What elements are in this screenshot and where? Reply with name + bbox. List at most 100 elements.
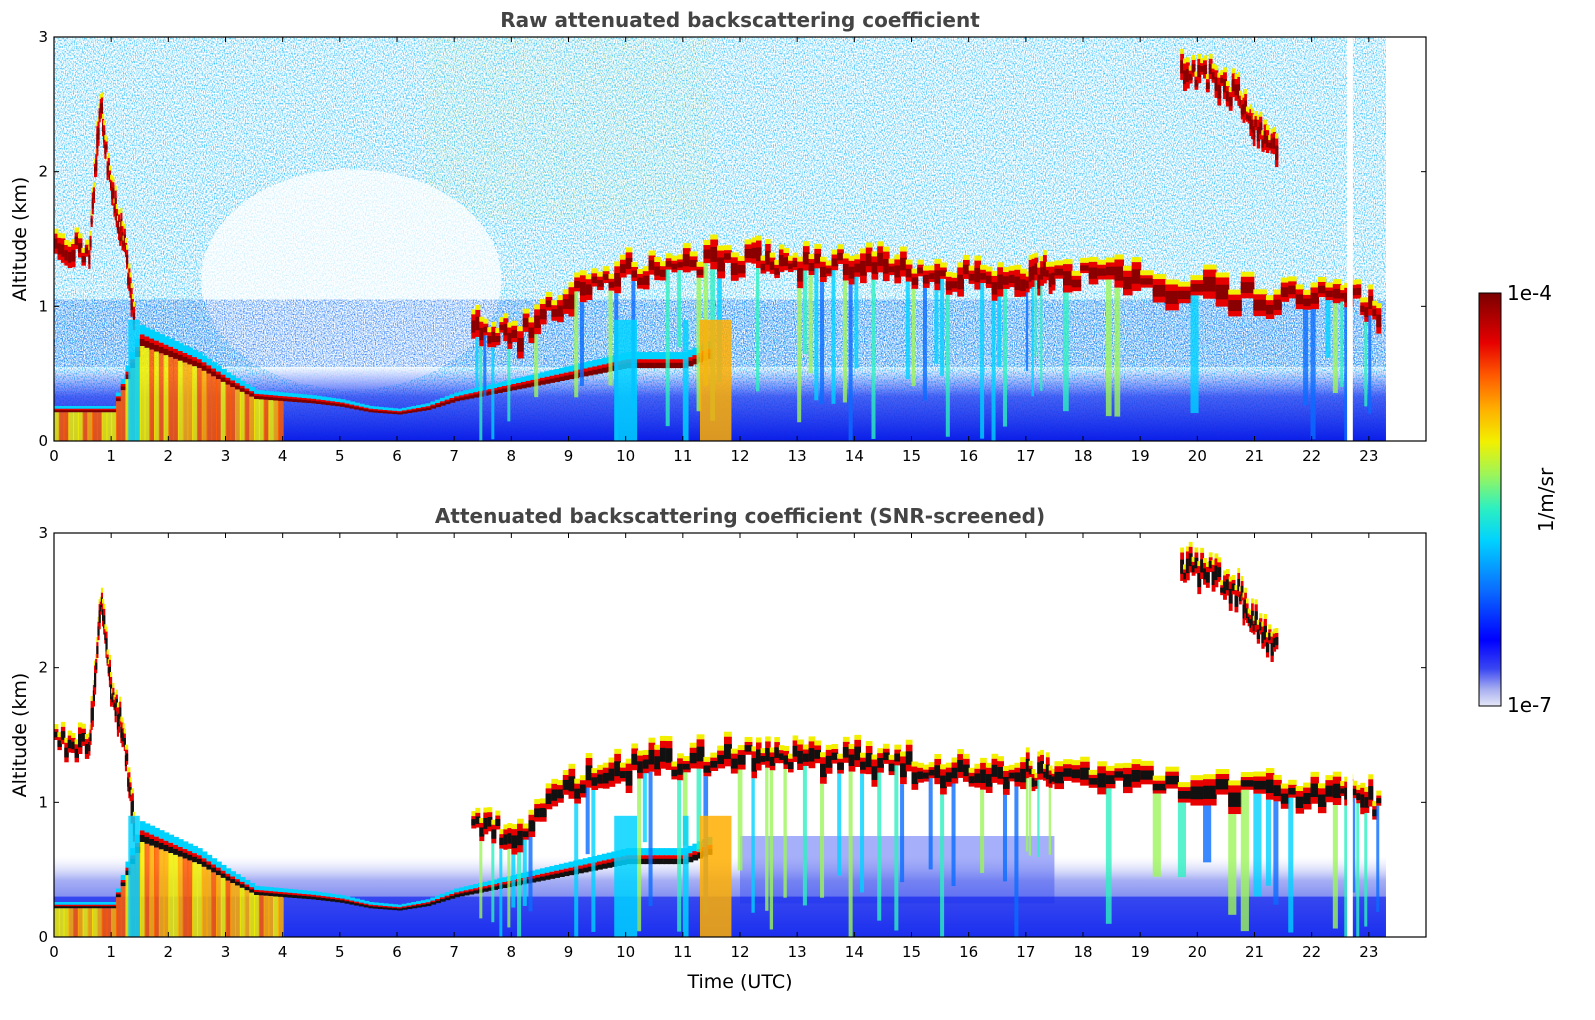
aerosol-core-cell — [296, 895, 303, 899]
cloud-edge-cell — [97, 616, 100, 622]
aerosol-core-cell — [196, 362, 203, 369]
cloud-core-cell — [625, 770, 633, 786]
cloud-core-cell — [67, 739, 73, 749]
aerosol-cell — [582, 368, 589, 375]
aerosol-edge-cell — [320, 396, 327, 401]
cloud-edge-cell — [1208, 53, 1213, 59]
aerosol-cell — [225, 377, 232, 384]
cloud-edge-cell — [1190, 275, 1205, 281]
aerosol-fill-cell — [173, 854, 179, 937]
cloud-edge-cell — [1180, 48, 1185, 54]
cloud-edge-cell — [905, 739, 913, 745]
cloud-core-cell — [1265, 779, 1275, 794]
aerosol-core-cell — [673, 362, 680, 369]
aerosol-core-cell — [206, 368, 213, 374]
cloud-edge-cell — [1211, 63, 1216, 69]
aerosol-edge-cell — [73, 405, 79, 409]
cloud-edge-cell — [854, 254, 862, 260]
cloud-core-cell — [1062, 768, 1073, 777]
aerosol-edge-cell — [444, 396, 451, 400]
aerosol-core-cell — [668, 858, 675, 865]
cloud-core-cell — [1183, 70, 1187, 85]
cloud-edge-cell — [99, 93, 102, 99]
cloud-edge-cell — [1194, 547, 1199, 553]
aerosol-edge-cell — [149, 825, 156, 835]
aerosol-core-cell — [516, 385, 522, 390]
cloud-edge-cell — [792, 735, 799, 741]
cloud-edge-cell — [808, 736, 816, 742]
cloud-core-cell — [88, 254, 91, 265]
cloud-core-cell — [1265, 642, 1270, 653]
cloud-core-cell — [1275, 637, 1279, 646]
aerosol-fill-cell — [96, 908, 103, 937]
aerosol-edge-cell — [659, 352, 665, 360]
aerosol-fill-cell — [68, 908, 75, 937]
cloud-core-cell — [1152, 284, 1167, 297]
cloud-core-cell — [1205, 572, 1210, 583]
cloud-core-cell — [1254, 119, 1258, 127]
x-tick-label: 1 — [106, 447, 116, 465]
cloud-core-cell — [1234, 595, 1239, 607]
cloud-core-cell — [539, 807, 547, 818]
cloud-core-cell — [1228, 300, 1242, 311]
cloud-core-cell — [837, 762, 844, 770]
cloud-core-cell — [479, 327, 485, 341]
cloud-core-cell — [1114, 266, 1125, 281]
cloud-edge-cell — [1254, 111, 1258, 117]
cloud-edge-cell — [665, 736, 673, 742]
cloud-edge-cell — [1080, 756, 1090, 762]
cloud-core-cell — [928, 769, 936, 776]
aerosol-core-cell — [535, 877, 541, 882]
aerosol-core-cell — [420, 904, 427, 907]
aerosol-edge-cell — [435, 399, 441, 404]
aerosol-core-cell — [225, 380, 232, 385]
aerosol-fill-cell — [149, 845, 156, 937]
aerosol-edge-cell — [411, 901, 418, 905]
aerosol-edge-cell — [235, 378, 241, 384]
virga-streak — [980, 283, 985, 439]
aerosol-edge-cell — [54, 901, 60, 905]
cloud-edge-cell — [1352, 780, 1358, 786]
aerosol-edge-cell — [325, 397, 332, 401]
cloud-core-cell — [1054, 268, 1064, 276]
cloud-edge-cell — [1071, 760, 1082, 766]
cloud-edge-cell — [1028, 760, 1033, 766]
aerosol-core-cell — [168, 350, 175, 358]
cloud-edge-cell — [792, 252, 799, 258]
virga-streak — [737, 769, 743, 871]
cloud-edge-cell — [1259, 613, 1263, 619]
virga-streak — [837, 773, 842, 876]
cloud-edge-cell — [483, 318, 489, 324]
cloud-edge-cell — [608, 757, 616, 763]
cloud-edge-cell — [115, 204, 118, 210]
cloud-core-cell — [108, 666, 112, 681]
aerosol-core-cell — [325, 898, 332, 902]
aerosol-edge-cell — [277, 888, 284, 892]
aerosol-edge-cell — [420, 404, 427, 408]
cloud-core-cell — [1273, 785, 1282, 797]
aerosol-core-cell — [106, 410, 113, 413]
cloud-core-cell — [710, 760, 719, 768]
aerosol-fill-cell — [63, 412, 70, 441]
cloud-core-cell — [99, 103, 102, 113]
aerosol-edge-cell — [258, 886, 265, 891]
aerosol-core-cell — [158, 842, 165, 850]
cloud-core-cell — [894, 753, 902, 762]
aerosol-core-cell — [330, 899, 337, 902]
aerosol-core-cell — [92, 906, 98, 909]
aerosol-core-cell — [254, 395, 260, 400]
cloud-edge-cell — [1372, 300, 1378, 306]
virga-streak — [677, 780, 682, 932]
cloud-edge-cell — [1237, 71, 1241, 77]
cloud-edge-cell — [121, 221, 124, 227]
cloud-edge-cell — [89, 724, 92, 730]
virga-streak — [579, 302, 584, 386]
cloud-core-cell — [682, 254, 691, 267]
cloud-edge-cell — [945, 762, 953, 768]
cloud-core-cell — [92, 191, 96, 200]
aerosol-edge-cell — [563, 862, 570, 869]
cloud-edge-cell — [128, 263, 131, 269]
cloud-edge-cell — [831, 249, 839, 255]
aerosol-core-cell — [492, 390, 499, 394]
aerosol-cell — [77, 904, 84, 908]
